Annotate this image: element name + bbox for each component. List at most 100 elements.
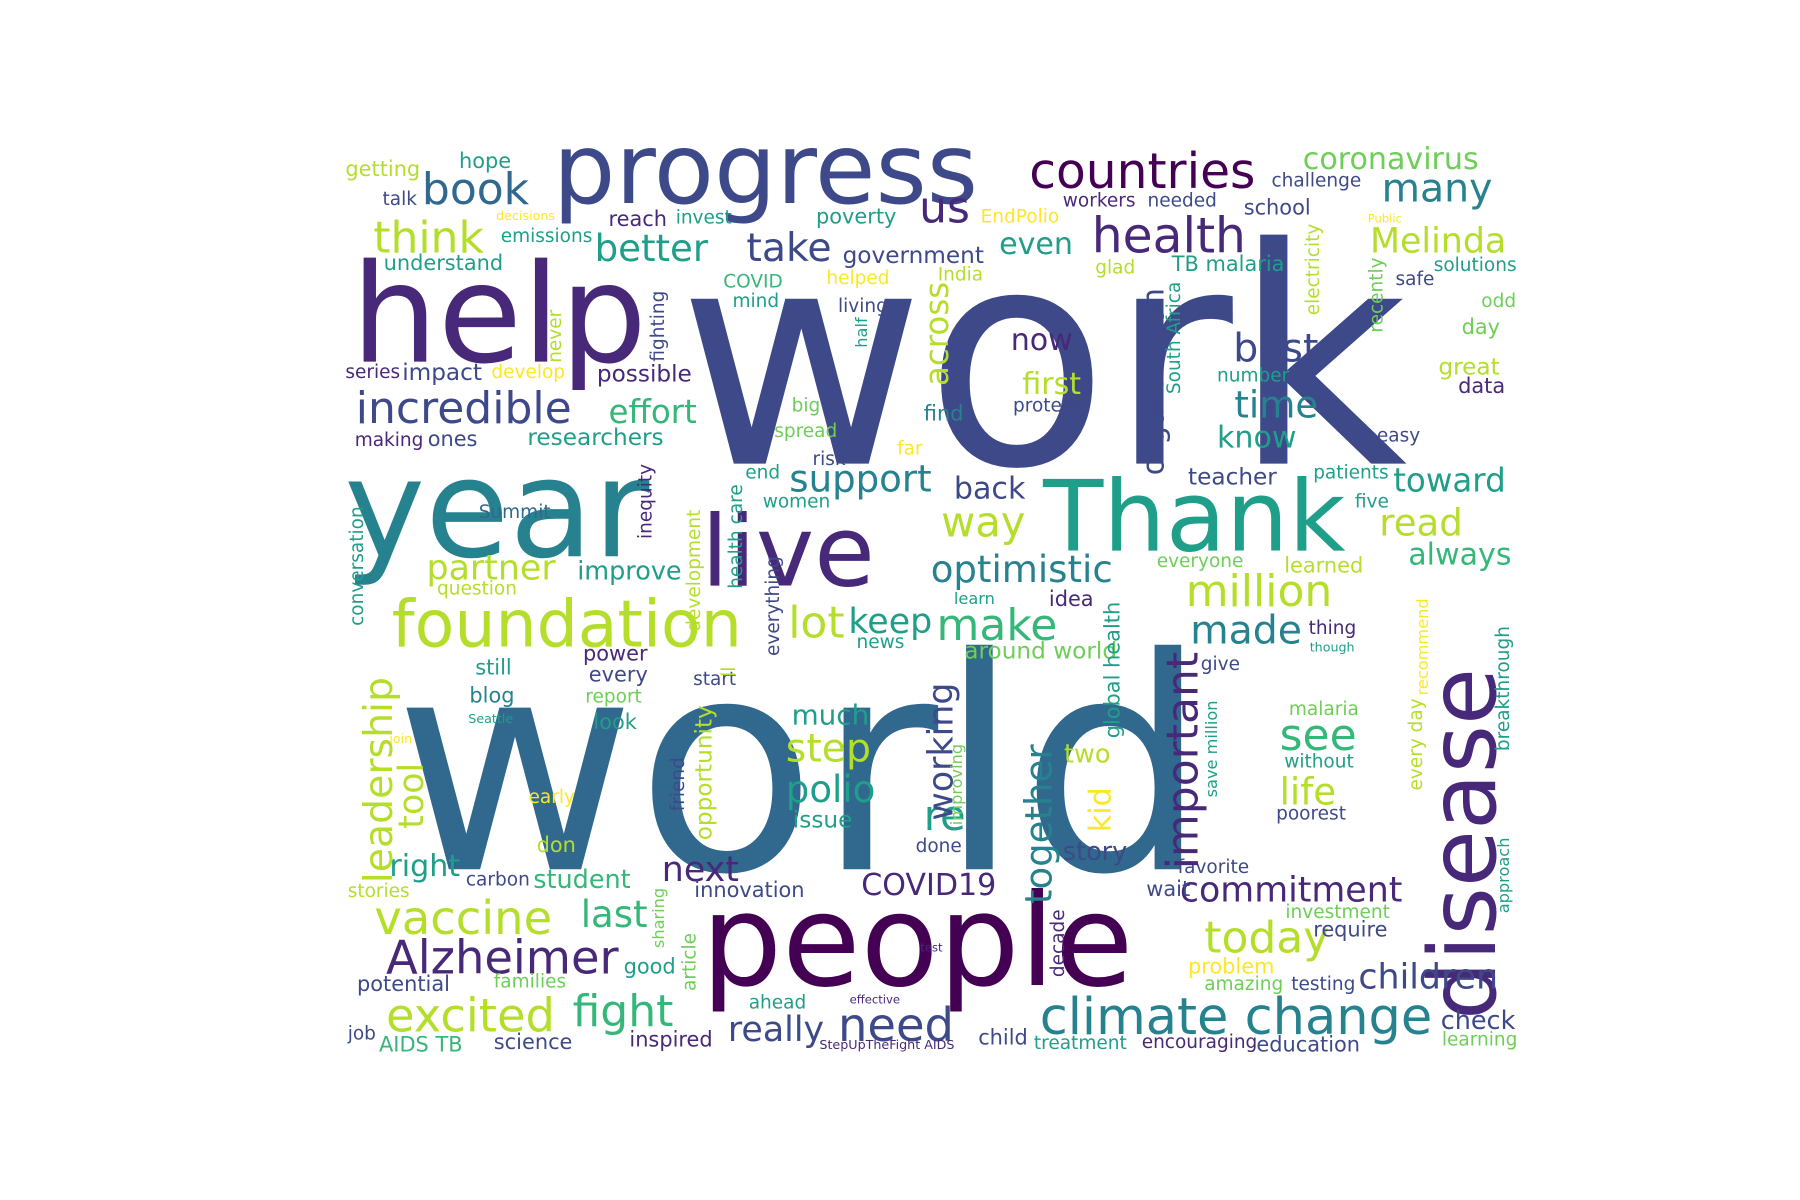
word-test: test — [920, 941, 943, 955]
word-wait: wait — [1146, 877, 1190, 901]
word-reach: reach — [609, 207, 668, 231]
word-take: take — [746, 225, 831, 271]
word-keep: keep — [848, 602, 932, 642]
word-conversation: conversation — [347, 506, 368, 626]
word-learn: learn — [954, 589, 995, 608]
word-organization: organization — [1137, 288, 1172, 475]
word-big: big — [792, 396, 821, 417]
word-need: need — [838, 998, 954, 1052]
word-investment: investment — [1285, 902, 1389, 923]
word-first: first — [1022, 367, 1081, 402]
word-question: question — [437, 579, 517, 600]
word-blog: blog — [469, 683, 514, 707]
word-children: children — [1358, 958, 1498, 998]
word-vaccine: vaccine — [374, 891, 552, 945]
word-solutions: solutions — [1434, 255, 1517, 276]
word-disease: disease — [1409, 668, 1517, 1020]
word-done: done — [916, 836, 962, 857]
word-still: still — [475, 656, 512, 680]
word-poorest: poorest — [1276, 803, 1346, 824]
word-read: read — [1379, 502, 1463, 545]
word-living: living — [838, 296, 888, 317]
word-easy: easy — [1377, 426, 1420, 447]
word-learning: learning — [1442, 1030, 1517, 1051]
word-opportunity: opportunity — [691, 705, 718, 840]
word-innovation: innovation — [694, 878, 804, 902]
word-malaria: malaria — [1289, 699, 1359, 720]
word-families: families — [494, 972, 566, 993]
word-now: now — [1011, 323, 1073, 358]
word-countries: countries — [1029, 144, 1255, 200]
word-series: series — [345, 362, 400, 383]
word-science: science — [494, 1030, 573, 1054]
word-two: two — [1064, 740, 1110, 770]
word-mind: mind — [733, 291, 780, 312]
word-join: join — [388, 731, 412, 746]
word-life: life — [1280, 770, 1336, 813]
word-many: many — [1382, 166, 1493, 212]
word-find: find — [924, 402, 964, 426]
word-favorite: favorite — [1178, 857, 1250, 878]
word-every-day: every day — [1406, 698, 1427, 790]
word-never: never — [545, 309, 566, 362]
word-potential: potential — [357, 972, 450, 996]
word-encouraging: encouraging — [1142, 1032, 1258, 1053]
word-step: step — [786, 726, 871, 772]
word-best: best — [1233, 326, 1318, 372]
word-ones: ones — [428, 427, 478, 451]
word-global-health: global health — [1101, 602, 1125, 738]
word-report: report — [585, 686, 642, 707]
word-endpolio: EndPolio — [981, 207, 1060, 228]
word-today: today — [1204, 913, 1329, 964]
word-seattle: Seattle — [468, 711, 513, 726]
word-much: much — [792, 698, 870, 731]
word-look: look — [593, 710, 637, 734]
word-data: data — [1458, 374, 1505, 398]
word-emissions: emissions — [501, 226, 593, 247]
word-talk: talk — [383, 189, 418, 210]
word-covid: COVID — [723, 271, 783, 292]
word-inspired: inspired — [629, 1028, 712, 1052]
word-health: health — [1092, 209, 1246, 265]
word-risk: risk — [813, 449, 846, 470]
word-see: see — [1280, 710, 1357, 761]
word-thing: thing — [1309, 618, 1357, 639]
word-government: government — [843, 242, 984, 269]
word-india: India — [938, 265, 983, 286]
word-researchers: researchers — [527, 424, 663, 451]
word-commitment: commitment — [1180, 871, 1403, 911]
word-helped: helped — [826, 268, 889, 289]
word-effective: effective — [850, 993, 900, 1007]
word-recommend: recommend — [1413, 598, 1432, 695]
word-thank: Thank — [1042, 461, 1345, 575]
word-ll: ll — [719, 667, 740, 677]
word-lot: lot — [788, 598, 844, 649]
word-require: require — [1313, 918, 1387, 942]
word-leadership: leadership — [356, 677, 402, 883]
word-inequity: inequity — [635, 464, 656, 539]
word-safe: safe — [1396, 269, 1435, 290]
word-learned: learned — [1284, 554, 1363, 578]
word-south-africa: South Africa — [1164, 282, 1185, 394]
word-school: school — [1244, 195, 1311, 219]
word-kid: kid — [1083, 787, 1118, 832]
word-melinda: Melinda — [1370, 222, 1506, 262]
word-improve: improve — [577, 557, 681, 587]
word-workers: workers — [1063, 190, 1136, 211]
word-treatment: treatment — [1034, 1033, 1127, 1054]
word-patients: patients — [1313, 463, 1388, 484]
word-recently: recently — [1367, 257, 1388, 332]
word-stories: stories — [348, 881, 410, 902]
word-understand: understand — [384, 251, 504, 275]
word-progress: progress — [553, 113, 978, 227]
word-around-world: around world — [964, 637, 1117, 664]
word-approach: approach — [1494, 838, 1513, 914]
word-making: making — [355, 430, 424, 451]
word-effort: effort — [609, 393, 697, 431]
word-student: student — [533, 865, 630, 895]
word-development: development — [684, 510, 705, 632]
word-always: always — [1408, 538, 1511, 573]
word-way: way — [941, 498, 1025, 547]
word-friend: friend — [668, 757, 689, 811]
